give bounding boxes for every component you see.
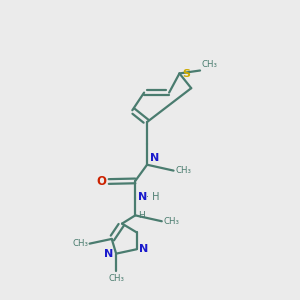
Text: CH₃: CH₃ [202, 60, 218, 69]
Text: N: N [150, 153, 159, 163]
Text: H: H [138, 211, 145, 220]
Text: CH₃: CH₃ [108, 274, 124, 283]
Text: CH₃: CH₃ [72, 239, 88, 248]
Text: N: N [104, 249, 113, 259]
Text: N: N [139, 244, 148, 254]
Text: O: O [96, 175, 106, 188]
Text: N: N [138, 191, 148, 202]
Text: · H: · H [146, 191, 160, 202]
Text: CH₃: CH₃ [175, 166, 191, 175]
Text: CH₃: CH₃ [163, 217, 179, 226]
Text: S: S [182, 69, 190, 79]
